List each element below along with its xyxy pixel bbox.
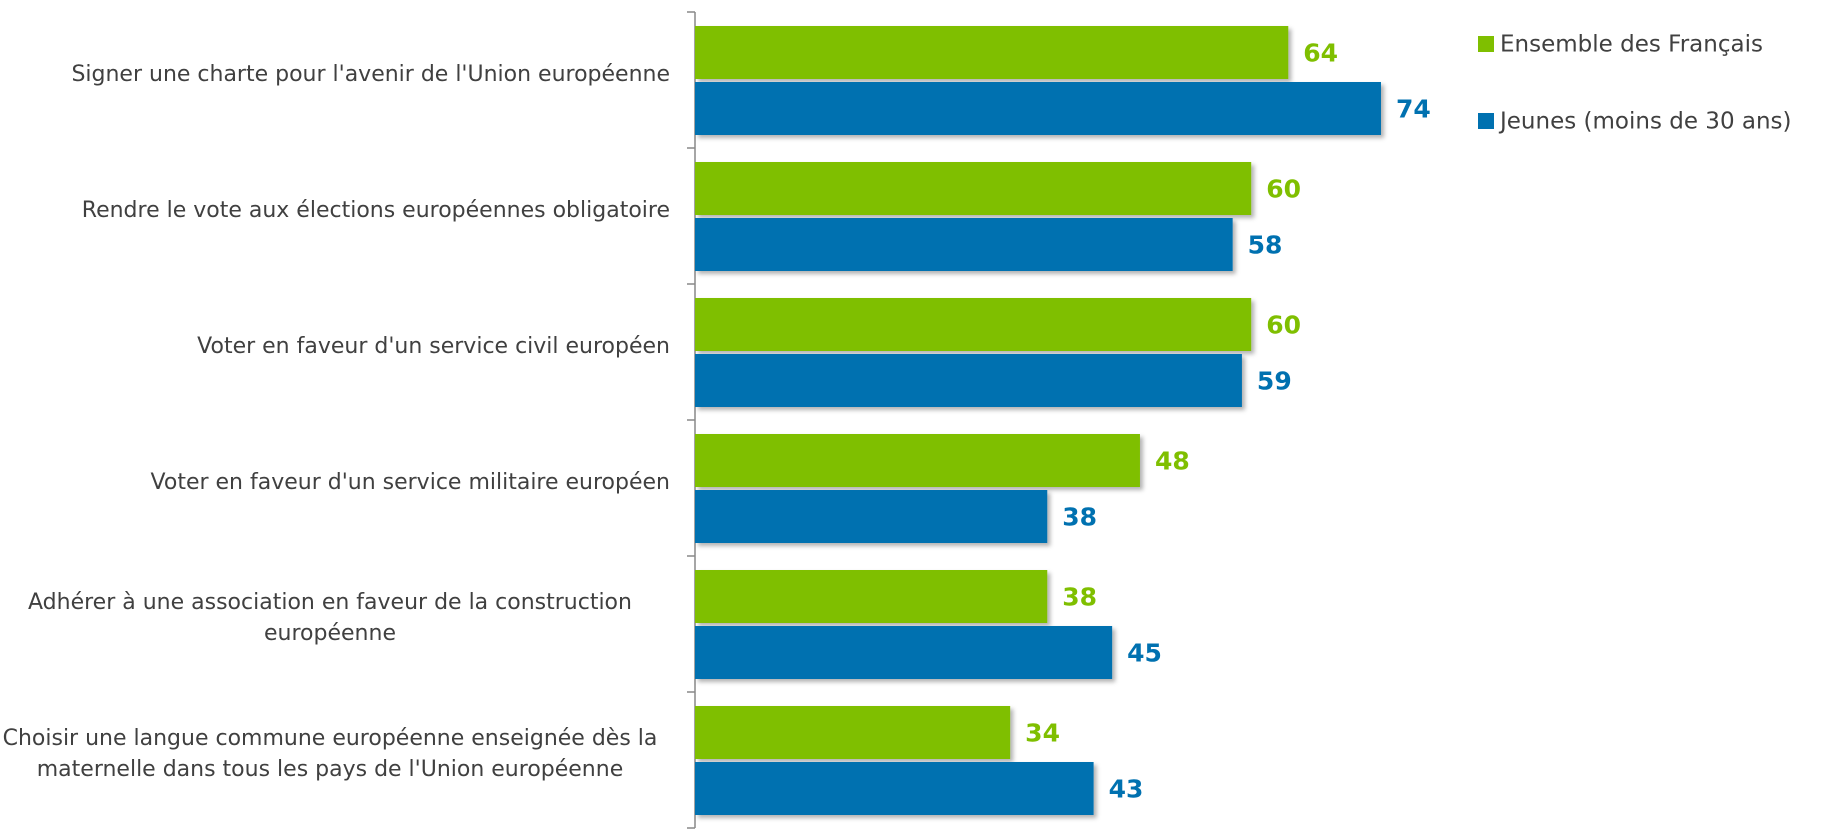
legend-label: Jeunes (moins de 30 ans)	[1498, 109, 1792, 135]
value-label: 74	[1396, 95, 1431, 124]
value-label: 58	[1248, 231, 1283, 260]
bar	[695, 162, 1252, 215]
category-label: Signer une charte pour l'avenir de l'Uni…	[0, 59, 670, 90]
bar	[695, 570, 1048, 623]
bar	[695, 354, 1242, 407]
bar	[695, 218, 1233, 271]
value-label: 59	[1257, 367, 1292, 396]
bar	[695, 490, 1048, 543]
value-label: 34	[1025, 719, 1060, 748]
value-label: 60	[1266, 175, 1301, 204]
value-label: 45	[1127, 639, 1162, 668]
value-label: 38	[1062, 583, 1097, 612]
value-label: 38	[1062, 503, 1097, 532]
value-label: 43	[1109, 775, 1144, 804]
category-text: Voter en faveur d'un service civil europ…	[197, 333, 670, 359]
bar	[695, 762, 1094, 815]
category-label: Adhérer à une association en faveur de l…	[0, 587, 670, 649]
value-label: 60	[1266, 311, 1301, 340]
legend-swatch	[1478, 113, 1494, 129]
bar	[695, 626, 1113, 679]
category-label: Rendre le vote aux élections européennes…	[0, 195, 670, 226]
bar	[695, 434, 1140, 487]
bar	[695, 298, 1252, 351]
category-text: Rendre le vote aux élections européennes…	[81, 197, 670, 223]
category-label: Voter en faveur d'un service militaire e…	[0, 467, 670, 498]
category-text: Voter en faveur d'un service militaire e…	[150, 469, 670, 495]
bar	[695, 706, 1011, 759]
bar	[695, 82, 1381, 135]
category-label: Voter en faveur d'un service civil europ…	[0, 331, 670, 362]
category-text: Choisir une langue commune européenne en…	[2, 726, 658, 782]
category-text: Adhérer à une association en faveur de l…	[28, 590, 632, 646]
category-label: Choisir une langue commune européenne en…	[0, 723, 670, 785]
legend-label: Ensemble des Français	[1500, 32, 1763, 58]
legend-swatch	[1478, 36, 1494, 52]
value-label: 64	[1303, 39, 1338, 68]
category-text: Signer une charte pour l'avenir de l'Uni…	[71, 61, 670, 87]
bar	[695, 26, 1289, 79]
value-label: 48	[1155, 447, 1190, 476]
